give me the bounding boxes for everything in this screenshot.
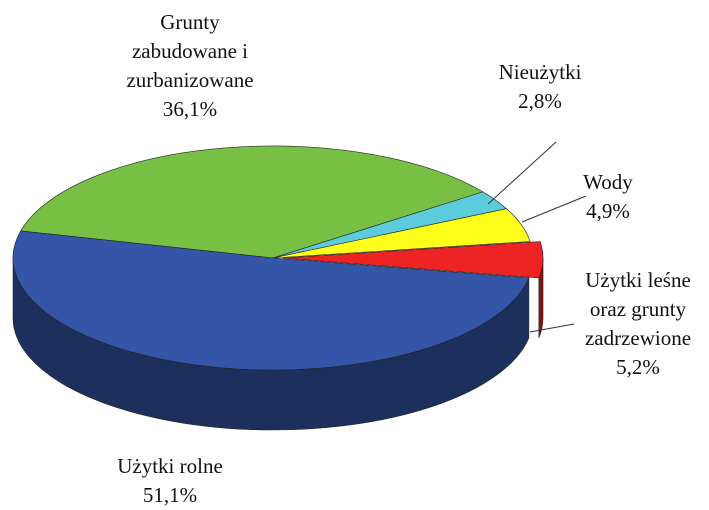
category-label: Grunty zabudowane i zurbanizowane bbox=[126, 10, 254, 92]
value-label: 4,9% bbox=[586, 199, 630, 223]
leader-line bbox=[487, 141, 557, 205]
slice-label: Grunty zabudowane i zurbanizowane 36,1% bbox=[115, 8, 265, 124]
slice-label: Użytki leśne oraz grunty zadrzewione 5,2% bbox=[572, 266, 704, 382]
category-label: Nieużytki bbox=[498, 60, 582, 84]
value-label: 5,2% bbox=[616, 355, 660, 379]
slice-label: Wody 4,9% bbox=[558, 168, 658, 226]
slice-label: Nieużytki 2,8% bbox=[470, 58, 610, 116]
slice bbox=[272, 208, 531, 259]
value-label: 51,1% bbox=[142, 483, 198, 507]
category-label: Użytki leśne oraz grunty zadrzewione bbox=[584, 268, 692, 350]
slices bbox=[12, 145, 544, 431]
slice bbox=[20, 145, 484, 259]
slice bbox=[282, 241, 544, 279]
slice bbox=[12, 230, 530, 371]
value-label: 36,1% bbox=[162, 97, 218, 121]
category-label: Wody bbox=[583, 170, 633, 194]
leader-line bbox=[521, 195, 587, 223]
value-label: 2,8% bbox=[518, 89, 562, 113]
leader-line bbox=[529, 323, 575, 333]
slice-label: Użytki rolne 51,1% bbox=[90, 452, 250, 510]
category-label: Użytki rolne bbox=[117, 454, 223, 478]
